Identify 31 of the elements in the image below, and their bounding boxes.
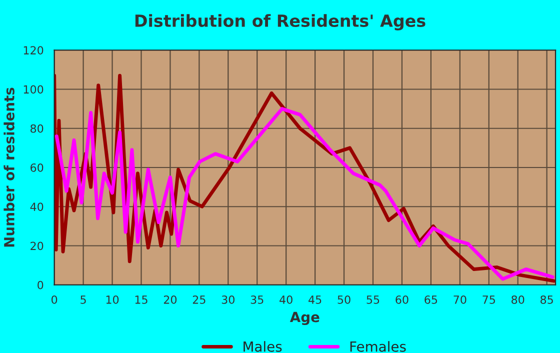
y-tick-label: 0	[38, 280, 44, 290]
line-series	[54, 107, 554, 281]
x-tick-label: 5	[80, 296, 86, 304]
chart-title: Distribution of Residents' Ages	[135, 14, 426, 30]
x-tick-label: 15	[135, 296, 148, 304]
legend-label: Males	[244, 341, 282, 352]
x-tick-label: 70	[454, 295, 466, 304]
x-tick-label: 25	[192, 295, 206, 304]
y-tick-label: 80	[30, 124, 44, 133]
y-tick-label: 100	[24, 85, 44, 94]
y-tick-label: 20	[30, 242, 44, 250]
x-tick-label: 50	[338, 295, 350, 304]
x-axis-title: Age	[290, 312, 320, 326]
x-tick-label: 65	[424, 295, 438, 304]
y-axis-title: Number of residents	[4, 88, 14, 247]
legend-label: Females	[350, 341, 406, 352]
x-tick-label: 55	[366, 296, 380, 304]
x-tick-label: 80	[512, 295, 524, 304]
x-tick-label: 75	[482, 296, 495, 304]
x-tick-label: 20	[164, 295, 177, 304]
x-tick-label: 30	[222, 295, 234, 304]
x-tick-label: 35	[250, 295, 264, 304]
y-tick-label: 40	[30, 202, 44, 211]
x-tick-label: 85	[540, 295, 553, 304]
x-tick-label: 60	[396, 295, 408, 304]
y-tick-label: 60	[30, 163, 44, 172]
x-tick-label: 0	[52, 295, 58, 304]
y-tick-label: 120	[24, 46, 44, 55]
x-tick-label: 10	[106, 295, 119, 304]
x-tick-label: 40	[280, 295, 292, 304]
x-tick-label: 45	[308, 296, 322, 304]
